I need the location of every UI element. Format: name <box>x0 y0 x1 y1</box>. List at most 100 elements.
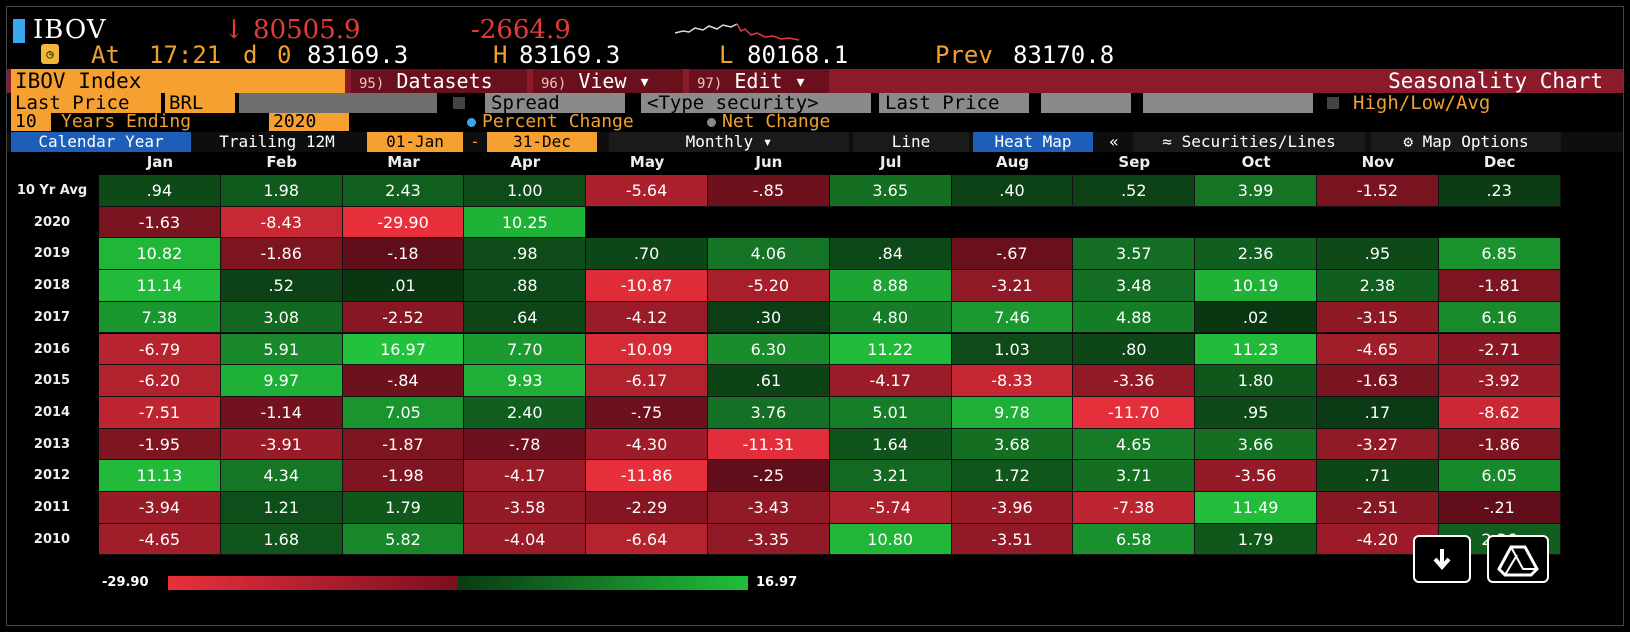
heatmap-cell[interactable]: 7.38 <box>99 301 221 334</box>
heatmap-cell[interactable]: -3.94 <box>99 492 221 524</box>
heatmap-cell[interactable]: 2.40 <box>464 396 587 429</box>
heatmap-cell[interactable]: -.75 <box>586 396 708 429</box>
heatmap-cell[interactable]: 5.01 <box>829 396 952 429</box>
heatmap-cell[interactable]: 9.78 <box>951 396 1074 429</box>
heatmap-cell[interactable]: -.18 <box>342 238 465 271</box>
heatmap-cell[interactable]: 1.98 <box>220 175 343 207</box>
heatmap-cell[interactable]: -1.86 <box>1438 428 1561 461</box>
heatmap-cell[interactable]: .01 <box>342 270 465 302</box>
heatmap-cell[interactable]: 11.22 <box>829 333 952 366</box>
heatmap-cell[interactable]: .70 <box>586 238 708 271</box>
heatmap-cell[interactable]: -3.96 <box>951 492 1074 524</box>
heatmap-cell[interactable]: -11.31 <box>708 428 830 461</box>
calendar-year-button[interactable]: Calendar Year <box>11 132 191 152</box>
heatmap-cell[interactable]: -3.58 <box>464 492 587 524</box>
heatmap-cell[interactable]: .02 <box>1195 301 1317 334</box>
index-name[interactable]: IBOV Index <box>11 69 345 93</box>
heatmap-cell[interactable]: 1.21 <box>220 492 343 524</box>
trailing-12m-button[interactable]: Trailing 12M <box>219 132 335 151</box>
heatmap-cell[interactable]: -2.29 <box>586 492 708 524</box>
date-from-input[interactable]: 01-Jan <box>367 132 463 152</box>
heatmap-cell[interactable]: 1.03 <box>951 333 1074 366</box>
heatmap-cell[interactable]: 3.48 <box>1073 270 1196 302</box>
heatmap-cell[interactable]: 3.99 <box>1195 175 1317 207</box>
heatmap-cell[interactable]: .98 <box>464 238 587 271</box>
heatmap-cell[interactable]: .40 <box>951 175 1074 207</box>
heatmap-cell[interactable]: 10.82 <box>99 238 221 271</box>
field-dropdown-2[interactable] <box>1143 93 1313 113</box>
heatmap-cell[interactable]: -4.04 <box>464 523 587 556</box>
heatmap-cell[interactable]: 7.70 <box>464 333 587 366</box>
heatmap-cell[interactable]: -4.12 <box>586 301 708 334</box>
last-price-select[interactable]: Last Price <box>11 93 161 113</box>
percent-change-radio[interactable]: Percent Change <box>467 113 707 131</box>
heatmap-cell[interactable]: -3.27 <box>1317 428 1439 461</box>
heatmap-cell[interactable]: 6.16 <box>1438 301 1561 334</box>
heatmap-cell[interactable]: -10.09 <box>586 333 708 366</box>
date-to-input[interactable]: 31-Dec <box>487 132 597 152</box>
heatmap-cell[interactable]: 4.65 <box>1073 428 1196 461</box>
heatmap-cell[interactable]: -.78 <box>464 428 587 461</box>
map-options-button[interactable]: ⚙ Map Options <box>1371 132 1561 152</box>
heatmap-cell[interactable]: -10.87 <box>586 270 708 302</box>
heatmap-cell[interactable]: -6.20 <box>99 365 221 397</box>
spread-checkbox[interactable] <box>453 97 465 109</box>
heatmap-cell[interactable]: -.85 <box>708 175 830 207</box>
heatmap-cell[interactable]: -11.70 <box>1073 396 1196 429</box>
heatmap-cell[interactable]: 5.82 <box>342 523 465 556</box>
heatmap-cell[interactable]: 3.08 <box>220 301 343 334</box>
heatmap-cell[interactable]: 6.30 <box>708 333 830 366</box>
heatmap-cell[interactable]: -.84 <box>342 365 465 397</box>
heatmap-cell[interactable]: .95 <box>1195 396 1317 429</box>
heatmap-cell[interactable]: -3.15 <box>1317 301 1439 334</box>
heatmap-cell[interactable]: -8.62 <box>1438 396 1561 429</box>
heatmap-cell[interactable]: 10.19 <box>1195 270 1317 302</box>
heatmap-cell[interactable]: -7.51 <box>99 396 221 429</box>
heatmap-cell[interactable]: 10.25 <box>464 206 587 239</box>
heatmap-cell[interactable]: 4.06 <box>708 238 830 271</box>
heatmap-cell[interactable]: .64 <box>464 301 587 334</box>
heatmap-cell[interactable]: 4.88 <box>1073 301 1196 334</box>
security-input[interactable]: <Type security> <box>641 93 871 113</box>
heatmap-cell[interactable]: 11.13 <box>99 460 221 492</box>
heatmap-cell[interactable]: .23 <box>1438 175 1561 207</box>
heatmap-cell[interactable]: .61 <box>708 365 830 397</box>
heatmap-cell[interactable]: -3.56 <box>1195 460 1317 492</box>
currency-dropdown[interactable] <box>239 93 437 113</box>
heatmap-cell[interactable]: -7.38 <box>1073 492 1196 524</box>
heatmap-cell[interactable]: -3.92 <box>1438 365 1561 397</box>
heatmap-cell[interactable]: -1.81 <box>1438 270 1561 302</box>
heatmap-cell[interactable]: 1.72 <box>951 460 1074 492</box>
heatmap-cell[interactable]: -5.20 <box>708 270 830 302</box>
heatmap-cell[interactable]: .17 <box>1317 396 1439 429</box>
heatmap-cell[interactable]: 1.64 <box>829 428 952 461</box>
heatmap-cell[interactable]: 1.80 <box>1195 365 1317 397</box>
heatmap-cell[interactable]: 9.97 <box>220 365 343 397</box>
heatmap-cell[interactable]: .52 <box>220 270 343 302</box>
edit-menu[interactable]: 97) Edit ▾ <box>689 69 829 93</box>
heatmap-cell[interactable]: -3.36 <box>1073 365 1196 397</box>
heatmap-cell[interactable]: -1.87 <box>342 428 465 461</box>
heatmap-cell[interactable]: 6.05 <box>1438 460 1561 492</box>
download-button[interactable] <box>1413 535 1471 583</box>
collapse-button[interactable]: « <box>1109 132 1119 151</box>
heatmap-cell[interactable]: -6.17 <box>586 365 708 397</box>
datasets-menu[interactable]: 95) Datasets <box>351 69 527 93</box>
heatmap-cell[interactable]: 3.76 <box>708 396 830 429</box>
heatmap-cell[interactable]: .80 <box>1073 333 1196 366</box>
heatmap-cell[interactable]: -1.98 <box>342 460 465 492</box>
heatmap-cell[interactable]: -4.65 <box>99 523 221 556</box>
heatmap-cell[interactable]: -5.64 <box>586 175 708 207</box>
frequency-dropdown[interactable]: Monthly ▾ <box>609 132 849 152</box>
heatmap-cell[interactable]: 16.97 <box>342 333 465 366</box>
heatmap-cell[interactable]: -.21 <box>1438 492 1561 524</box>
heatmap-cell[interactable]: 4.80 <box>829 301 952 334</box>
heatmap-cell[interactable]: -8.43 <box>220 206 343 239</box>
heatmap-cell[interactable]: 6.58 <box>1073 523 1196 556</box>
heatmap-cell[interactable]: .84 <box>829 238 952 271</box>
heatmap-cell[interactable]: 2.43 <box>342 175 465 207</box>
field-dropdown[interactable] <box>1041 93 1131 113</box>
heatmap-cell[interactable]: .71 <box>1317 460 1439 492</box>
heatmap-cell[interactable]: 3.21 <box>829 460 952 492</box>
heatmap-cell[interactable]: -3.35 <box>708 523 830 556</box>
